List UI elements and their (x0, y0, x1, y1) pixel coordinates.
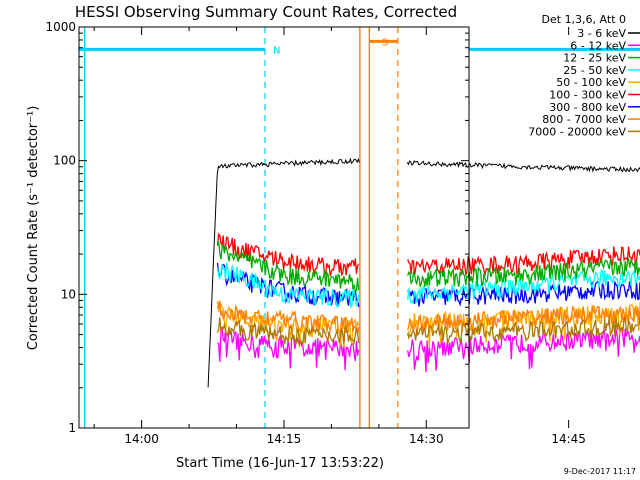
legend-label: 3 - 6 keV (577, 27, 626, 40)
series-line-25-50keV (216, 262, 360, 309)
series-line-100-300keV (407, 246, 640, 277)
y-tick-label: 100 (53, 154, 76, 168)
axes-layer: 14:0014:1514:3014:4515:0015:1515:3011010… (45, 20, 586, 446)
plot-frame (78, 26, 470, 429)
series-line-7000-20000keV (407, 316, 640, 344)
series-line-25-50keV (407, 268, 640, 304)
legend-header: Det 1,3,6, Att 0 (542, 13, 626, 26)
marker-label-S: S (382, 37, 388, 48)
footer-timestamp: 9-Dec-2017 11:17 (564, 467, 636, 476)
series-line-300-800keV (407, 279, 640, 307)
legend-label: 300 - 800 keV (549, 101, 626, 114)
y-tick-label: 1000 (45, 20, 76, 34)
x-tick-label: 14:30 (409, 432, 444, 446)
legend-label: 6 - 12 keV (570, 39, 626, 52)
series-line-6-12keV (407, 328, 640, 373)
legend-label: 7000 - 20000 keV (528, 125, 626, 138)
x-tick-label: 14:15 (267, 432, 302, 446)
chart-title: HESSI Observing Summary Count Rates, Cor… (75, 3, 457, 21)
series-line-3-6keV (406, 160, 640, 173)
legend-label: 50 - 100 keV (556, 76, 626, 89)
x-tick-label: 14:00 (124, 432, 159, 446)
legend-label: 800 - 7000 keV (542, 113, 626, 126)
x-axis-label: Start Time (16-Jun-17 13:53:22) (176, 456, 384, 471)
y-tick-label: 1 (68, 421, 76, 435)
series-line-7000-20000keV (216, 317, 360, 347)
legend-label: 100 - 300 keV (549, 89, 626, 102)
series-line-800-7000keV (216, 300, 360, 335)
y-tick-label: 10 (61, 287, 76, 301)
series-line-100-300keV (216, 232, 360, 277)
legend-label: 12 - 25 keV (563, 52, 626, 65)
series-line-3-6keV (207, 157, 360, 388)
marker-label-N: N (273, 45, 280, 56)
series-line-12-25keV (216, 241, 360, 292)
y-axis-label: Corrected Count Rate (s⁻¹ detector⁻¹) (26, 106, 41, 351)
series-layer (207, 157, 640, 388)
x-tick-label: 14:45 (551, 432, 586, 446)
markers-layer: NS (79, 27, 640, 428)
series-line-12-25keV (407, 257, 640, 287)
legend-label: 25 - 50 keV (563, 64, 626, 77)
